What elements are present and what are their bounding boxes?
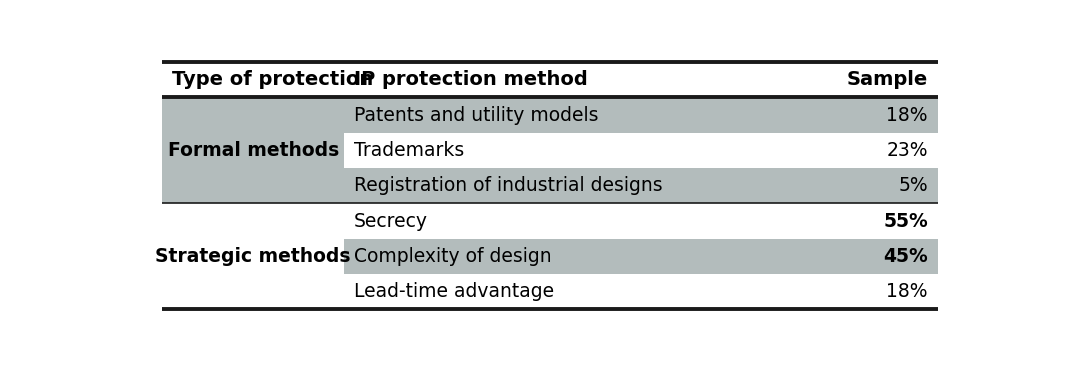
Bar (162, 97, 344, 203)
Bar (344, 133, 938, 168)
Text: Strategic methods: Strategic methods (155, 247, 351, 266)
Text: Trademarks: Trademarks (355, 141, 464, 160)
Text: Complexity of design: Complexity of design (355, 247, 552, 266)
Text: 55%: 55% (883, 212, 928, 231)
Text: Sample: Sample (847, 70, 928, 89)
Bar (344, 274, 938, 310)
Text: 18%: 18% (886, 282, 928, 301)
Text: Type of protection: Type of protection (171, 70, 373, 89)
Bar (344, 97, 938, 133)
Bar (162, 62, 938, 97)
Text: 5%: 5% (899, 176, 928, 195)
Text: Patents and utility models: Patents and utility models (355, 105, 599, 124)
Text: 18%: 18% (886, 105, 928, 124)
Text: IP protection method: IP protection method (355, 70, 588, 89)
Text: 45%: 45% (883, 247, 928, 266)
Text: 23%: 23% (886, 141, 928, 160)
Bar (344, 168, 938, 203)
Text: Secrecy: Secrecy (355, 212, 428, 231)
Text: Lead-time advantage: Lead-time advantage (355, 282, 555, 301)
Text: Registration of industrial designs: Registration of industrial designs (355, 176, 662, 195)
Text: Formal methods: Formal methods (167, 141, 339, 160)
Bar (344, 203, 938, 239)
Bar (162, 203, 344, 310)
Bar (344, 239, 938, 274)
